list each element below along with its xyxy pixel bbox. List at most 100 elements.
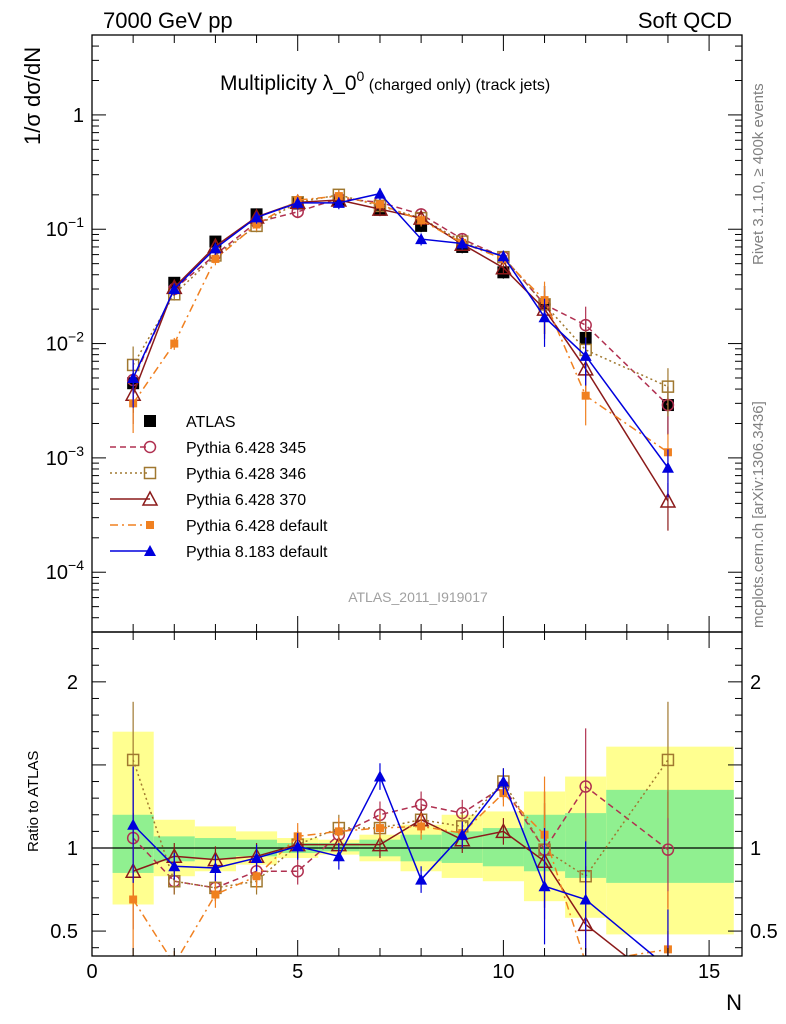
legend-label: Pythia 8.183 default: [186, 544, 328, 561]
data-point: [579, 318, 592, 332]
ratio-point: [661, 982, 675, 995]
ratio-point: [332, 850, 345, 862]
ratio-point: [582, 959, 590, 967]
ratio-ylabel: Ratio to ATLAS: [25, 751, 42, 852]
y-tick-label: 10−4: [46, 557, 84, 584]
ratio-point: [168, 860, 181, 872]
series-pythia-6-428-345: [126, 192, 675, 435]
legend-label: ATLAS: [186, 414, 236, 431]
data-point: [332, 196, 345, 208]
ratio-point: [334, 827, 343, 836]
ratio-point: [373, 770, 386, 782]
data-point: [127, 371, 140, 383]
legend-entry-pythia-6-428-default: Pythia 6.428 default: [110, 518, 328, 535]
legend-marker: [146, 521, 154, 529]
title-sub: (charged only) (track jets): [364, 77, 550, 94]
ratio-point: [661, 843, 675, 856]
top-series-group: [124, 187, 677, 531]
legend-marker: [144, 545, 156, 556]
data-point: [581, 391, 590, 400]
category-label: Soft QCD: [638, 8, 732, 33]
ratio-point: [417, 822, 426, 831]
series-pythia-6-428-346: [126, 188, 675, 417]
data-point: [334, 192, 343, 201]
ratio-point: [170, 960, 178, 968]
data-point: [417, 216, 426, 225]
ratio-bands: [112, 731, 734, 935]
title-sup: 0: [357, 68, 365, 84]
ratio-point: [129, 895, 138, 904]
rivet-label: Rivet 3.1.10, ≥ 400k events: [750, 83, 767, 265]
data-point: [250, 211, 263, 223]
ratio-frame: [91, 631, 743, 957]
ratio-tick-label-right: 2: [750, 672, 761, 694]
data-point: [415, 233, 428, 245]
data-point: [538, 311, 551, 323]
data-point: [371, 200, 389, 216]
data-point: [456, 237, 469, 249]
legend-marker: [141, 490, 159, 506]
y-tick-label: 10−1: [46, 214, 84, 241]
data-point: [497, 250, 510, 262]
y-tick-label: 10−3: [46, 443, 84, 470]
ratio-tick-label-right: 1: [750, 838, 761, 860]
x-axis-title: N: [726, 990, 742, 1015]
legend-label: Pythia 6.428 346: [186, 466, 306, 483]
ratio-point: [497, 775, 510, 787]
data-point: [170, 339, 179, 348]
legend-label: Pythia 6.428 default: [186, 518, 328, 535]
ratio-point: [415, 873, 428, 885]
analysis-watermark: ATLAS_2011_I919017: [348, 589, 488, 605]
x-tick-label: 15: [698, 961, 720, 983]
ratio-point: [291, 865, 304, 878]
ratio-point: [252, 872, 261, 881]
data-point: [209, 242, 222, 254]
top-ylabel: 1/σ dσ/dN: [20, 47, 45, 145]
data-point: [375, 200, 384, 209]
x-tick-label: 5: [292, 961, 303, 983]
legend-entry-pythia-6-428-345: Pythia 6.428 345: [110, 440, 306, 457]
ratio-tick-label-left: 2: [67, 672, 78, 694]
series-pythia-8-183-default: [127, 187, 674, 498]
ratio-series-pythia-8-183-default: [127, 763, 674, 973]
legend-entry-pythia-8-183-default: Pythia 8.183 default: [110, 544, 328, 561]
legend: ATLAS Pythia 6.428 345 Pythia 6.428 346 Pyt…: [110, 414, 328, 561]
ratio-point: [250, 851, 263, 863]
energy-label: 7000 GeV pp: [103, 8, 233, 33]
ratio-point: [662, 962, 674, 973]
stat-uncertainty-band: [606, 789, 734, 883]
ratio-point: [538, 880, 551, 892]
ratio-point: [375, 824, 384, 833]
data-point: [659, 492, 677, 508]
legend-entry-pythia-6-428-346: Pythia 6.428 346: [110, 466, 306, 483]
legend-entry-atlas: ATLAS: [144, 414, 236, 431]
series-atlas: [127, 194, 674, 435]
ratio-point: [371, 836, 389, 852]
y-tick-label: 1: [73, 105, 84, 127]
ratio-point: [211, 890, 220, 899]
legend-label: Pythia 6.428 345: [186, 440, 306, 457]
ratio-point: [495, 822, 512, 839]
ratio-series-group: [124, 701, 675, 995]
ratio-point: [579, 893, 592, 905]
data-point: [661, 380, 675, 393]
x-tick-label: 10: [492, 961, 514, 983]
plot-title: Multiplicity λ_00 (charged only) (track …: [220, 68, 550, 95]
ratio-tick-label-left: 0.5: [50, 921, 78, 943]
axes: [91, 34, 743, 957]
ratio-point: [209, 861, 222, 873]
ratio-point: [126, 753, 140, 767]
ratio-point: [579, 780, 592, 793]
series-line: [132, 197, 669, 406]
x-tick-label: 0: [86, 961, 97, 983]
data-point: [291, 196, 304, 208]
legend-marker: [143, 466, 157, 480]
top-frame: [91, 34, 743, 633]
ratio-point: [127, 818, 140, 830]
tick-labels: 1 10−1 10−2 10−3 10−4 2 2 1 1 0.5 0.5 0 5 10 15: [46, 105, 778, 983]
data-point: [495, 259, 512, 275]
ratio-point: [291, 840, 304, 852]
legend-entry-pythia-6-428-370: Pythia 6.428 370: [110, 490, 306, 509]
data-point: [168, 283, 181, 295]
